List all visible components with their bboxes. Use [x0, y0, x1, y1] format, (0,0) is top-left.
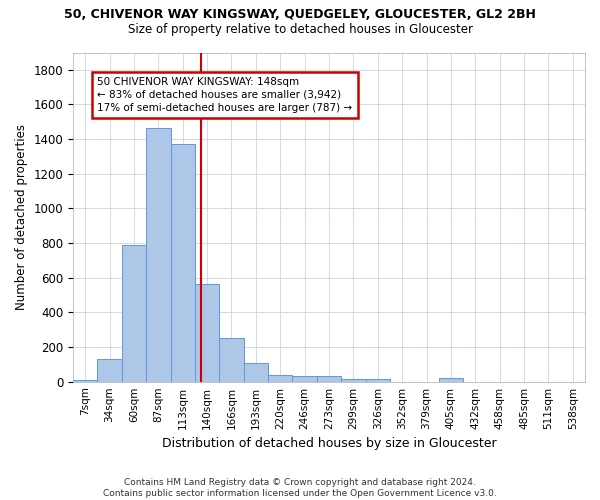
Text: 50 CHIVENOR WAY KINGSWAY: 148sqm
← 83% of detached houses are smaller (3,942)
17: 50 CHIVENOR WAY KINGSWAY: 148sqm ← 83% o… [97, 77, 353, 113]
Bar [97, 359, 122, 382]
Bar [365, 378, 390, 382]
Bar [146, 128, 170, 382]
Bar [73, 380, 97, 382]
Bar [292, 376, 317, 382]
Bar [195, 284, 220, 382]
Bar [268, 375, 292, 382]
Bar [122, 245, 146, 382]
Bar [220, 338, 244, 382]
Bar [244, 362, 268, 382]
Bar [341, 378, 365, 382]
Bar [317, 376, 341, 382]
Bar [439, 378, 463, 382]
Y-axis label: Number of detached properties: Number of detached properties [15, 124, 28, 310]
X-axis label: Distribution of detached houses by size in Gloucester: Distribution of detached houses by size … [162, 437, 496, 450]
Text: 50, CHIVENOR WAY KINGSWAY, QUEDGELEY, GLOUCESTER, GL2 2BH: 50, CHIVENOR WAY KINGSWAY, QUEDGELEY, GL… [64, 8, 536, 20]
Text: Contains HM Land Registry data © Crown copyright and database right 2024.
Contai: Contains HM Land Registry data © Crown c… [103, 478, 497, 498]
Text: Size of property relative to detached houses in Gloucester: Size of property relative to detached ho… [128, 22, 473, 36]
Bar [170, 144, 195, 382]
